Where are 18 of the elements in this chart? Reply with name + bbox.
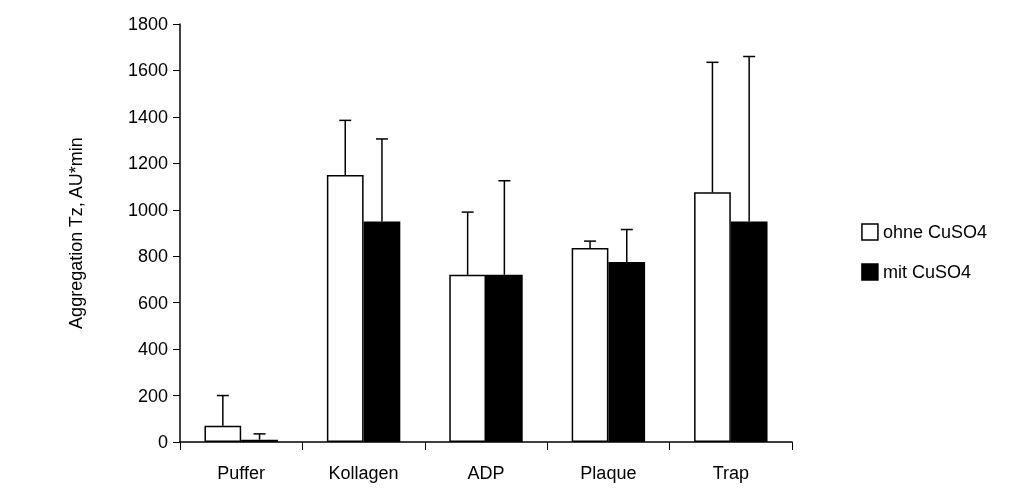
y-tick-label: 1600 [127,60,168,81]
legend-label: ohne CuSO4 [882,222,988,242]
y-tick-label: 1000 [127,199,168,220]
y-tick-label: 0 [157,432,168,452]
x-tick-label: Plaque [580,463,637,483]
y-tick-label: 200 [137,385,168,406]
x-tick-label: Kollagen [328,463,399,483]
y-tick-label: 1800 [127,14,168,34]
x-tick-label: Puffer [217,463,266,483]
x-tick-label: Trap [712,463,749,483]
y-axis-title: Aggregation Tz, AU*min [66,137,86,329]
legend-label: mit CuSO4 [882,262,971,282]
y-tick-label: 1400 [127,106,168,127]
y-tick-label: 400 [137,339,168,360]
y-tick-label: 600 [137,292,168,313]
y-tick-label: 800 [137,246,168,267]
x-tick-label: ADP [467,463,505,483]
y-tick-label: 1200 [127,153,168,174]
